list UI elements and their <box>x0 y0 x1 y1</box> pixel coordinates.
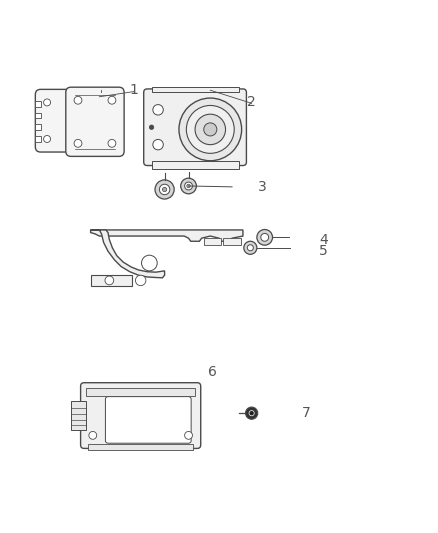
Text: 7: 7 <box>302 406 311 420</box>
Circle shape <box>162 187 167 192</box>
Polygon shape <box>91 230 165 278</box>
Circle shape <box>135 275 146 286</box>
Circle shape <box>74 140 82 147</box>
Text: 1: 1 <box>130 83 138 97</box>
Bar <box>152 87 239 92</box>
Polygon shape <box>91 230 243 241</box>
Text: 3: 3 <box>258 180 267 194</box>
Circle shape <box>89 431 97 439</box>
Bar <box>152 161 239 168</box>
Circle shape <box>105 276 114 285</box>
Bar <box>204 238 221 245</box>
Circle shape <box>153 140 163 150</box>
Circle shape <box>195 114 226 144</box>
Circle shape <box>186 106 234 154</box>
Circle shape <box>155 180 174 199</box>
Circle shape <box>257 230 272 245</box>
Circle shape <box>247 245 253 251</box>
Circle shape <box>204 123 217 136</box>
Bar <box>91 275 132 286</box>
Circle shape <box>44 99 50 106</box>
Bar <box>35 124 42 130</box>
Text: 5: 5 <box>319 244 328 259</box>
Circle shape <box>149 125 154 130</box>
Circle shape <box>185 431 192 439</box>
Circle shape <box>179 98 242 161</box>
Circle shape <box>244 241 257 254</box>
Bar <box>223 238 241 245</box>
Bar <box>71 401 86 430</box>
Bar <box>88 443 193 450</box>
Circle shape <box>261 233 268 241</box>
FancyBboxPatch shape <box>66 87 124 156</box>
Circle shape <box>249 410 254 416</box>
Circle shape <box>153 104 163 115</box>
Text: 6: 6 <box>208 365 217 379</box>
FancyBboxPatch shape <box>144 89 247 166</box>
Circle shape <box>246 407 258 419</box>
Circle shape <box>185 182 192 190</box>
Circle shape <box>74 96 82 104</box>
FancyBboxPatch shape <box>106 397 191 443</box>
Circle shape <box>44 135 50 142</box>
Circle shape <box>187 184 190 188</box>
FancyBboxPatch shape <box>35 90 78 152</box>
Bar <box>35 101 42 107</box>
Bar <box>35 112 42 118</box>
Bar <box>35 136 42 142</box>
Circle shape <box>181 178 196 194</box>
Text: 2: 2 <box>247 95 256 109</box>
Bar <box>86 388 195 396</box>
FancyBboxPatch shape <box>81 383 201 448</box>
Circle shape <box>108 140 116 147</box>
Text: 4: 4 <box>319 232 328 247</box>
Circle shape <box>141 255 157 271</box>
Circle shape <box>108 96 116 104</box>
Circle shape <box>159 184 170 195</box>
